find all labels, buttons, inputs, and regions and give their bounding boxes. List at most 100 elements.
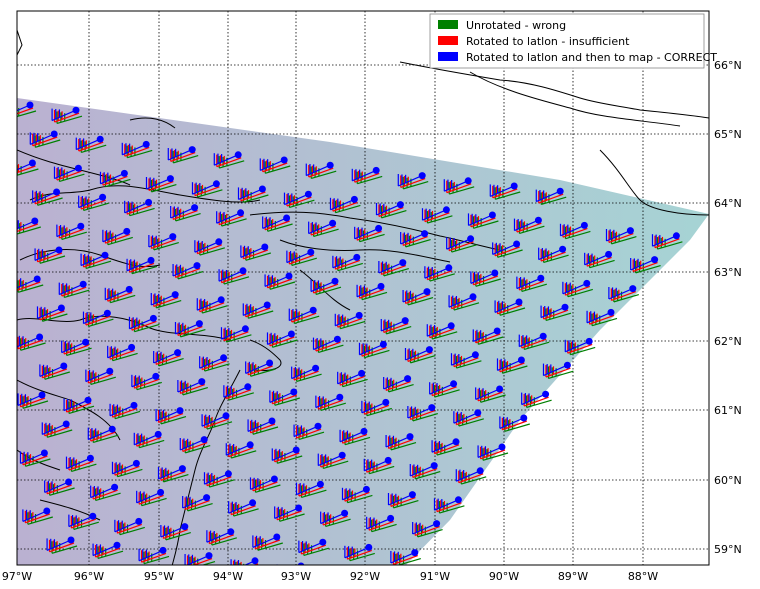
wind-barb [160,523,189,538]
wind-barb [443,177,472,192]
barb-station-dot [496,385,504,393]
barb-station-dot [401,317,409,325]
lat-tick-label: 62°N [714,335,742,348]
barb-station-dot [377,282,385,290]
wind-barb [276,562,305,565]
barb-station-dot [135,517,143,525]
wind-barb [608,285,637,300]
plot-frame [16,10,710,566]
barb-station-dot [447,322,455,330]
barb-station-dot [539,332,547,340]
barb-station-dot [287,330,295,338]
wind-barb [41,420,70,435]
barb-station-dot [176,407,184,415]
wind-barb [203,470,232,485]
barb-station-dot [423,288,431,296]
barb-station-dot [60,362,68,370]
wind-barb [329,195,358,211]
wind-barb [22,452,48,466]
barb-station-dot [154,430,162,438]
barb-station-dot [307,248,315,256]
wind-barb [167,146,196,161]
wind-barb [90,429,116,442]
barb-station-dot [159,546,167,554]
wind-barb [383,320,409,334]
barb-station-dot [36,333,44,341]
barb-station-dot [120,169,128,177]
wind-barb [247,417,276,432]
lon-tick-label: 93°W [281,570,311,583]
wind-barbs [17,101,683,565]
wind-barb [402,288,431,303]
wind-barb [126,256,155,272]
barb-station-dot [285,272,293,280]
barb-station-dot [67,536,75,544]
wind-barb [155,407,184,422]
barb-station-dot [365,543,373,551]
wind-barb [361,398,390,414]
wind-barb [407,404,436,419]
barb-station-dot [452,438,460,446]
wind-barb [354,224,383,240]
wind-barb [184,552,213,565]
wind-barb [320,509,349,525]
barb-station-dot [331,277,339,285]
wind-barb [433,496,462,511]
barb-station-dot [188,146,196,154]
barb-station-dot [40,449,48,457]
wind-barb [334,311,363,327]
wind-barb [472,327,501,342]
barb-station-dot [203,494,211,502]
wind-barb [584,250,613,266]
barb-station-dot [396,201,404,209]
barb-station-dot [510,182,518,190]
wind-barb [78,193,107,209]
wind-barb [17,101,34,112]
wind-barb [58,226,85,239]
wind-barb [608,230,634,244]
wind-barb [390,549,419,564]
wind-barb [153,349,182,364]
wind-barb [80,251,109,267]
barb-station-dot [50,130,58,138]
wind-barb [17,391,46,406]
longitude-tick-labels: 97°W 96°W 95°W 94°W 93°W 92°W 91°W 90°W 89°W 88°W [2,570,658,583]
wind-barb [174,320,203,335]
wind-barb [489,182,518,197]
wind-barb [206,528,235,543]
wind-barb [109,290,136,304]
barb-station-dot [517,356,525,364]
wind-barb [310,277,339,293]
wind-barb [65,454,94,470]
barb-station-dot [224,470,232,478]
barb-station-dot [239,267,247,275]
barb-station-dot [556,187,564,195]
barb-station-dot [471,351,479,359]
lon-tick-label: 90°W [489,570,519,583]
wind-barb [138,492,164,505]
wind-barb [494,298,523,313]
wind-barb [242,301,271,316]
wind-barb [341,485,370,501]
wind-barb [426,267,453,281]
barb-station-dot [72,106,80,114]
barb-station-dot [515,298,523,306]
wind-barb [145,175,174,190]
barb-station-dot [651,256,659,264]
barb-station-dot [329,219,337,227]
barb-station-dot [74,164,82,172]
wind-barb [51,106,80,122]
wind-barb [516,274,545,290]
lon-tick-label: 95°W [144,570,174,583]
barb-station-dot [585,337,593,345]
wind-barb [421,206,450,221]
barb-station-dot [421,230,429,238]
wind-barb [453,409,482,424]
wind-barb [380,317,409,332]
barb-station-dot [350,195,358,203]
wind-barb [17,279,41,292]
wind-barb [186,555,213,565]
wind-barb [266,330,295,345]
legend-swatch [438,20,458,29]
barb-station-dot [169,233,177,241]
